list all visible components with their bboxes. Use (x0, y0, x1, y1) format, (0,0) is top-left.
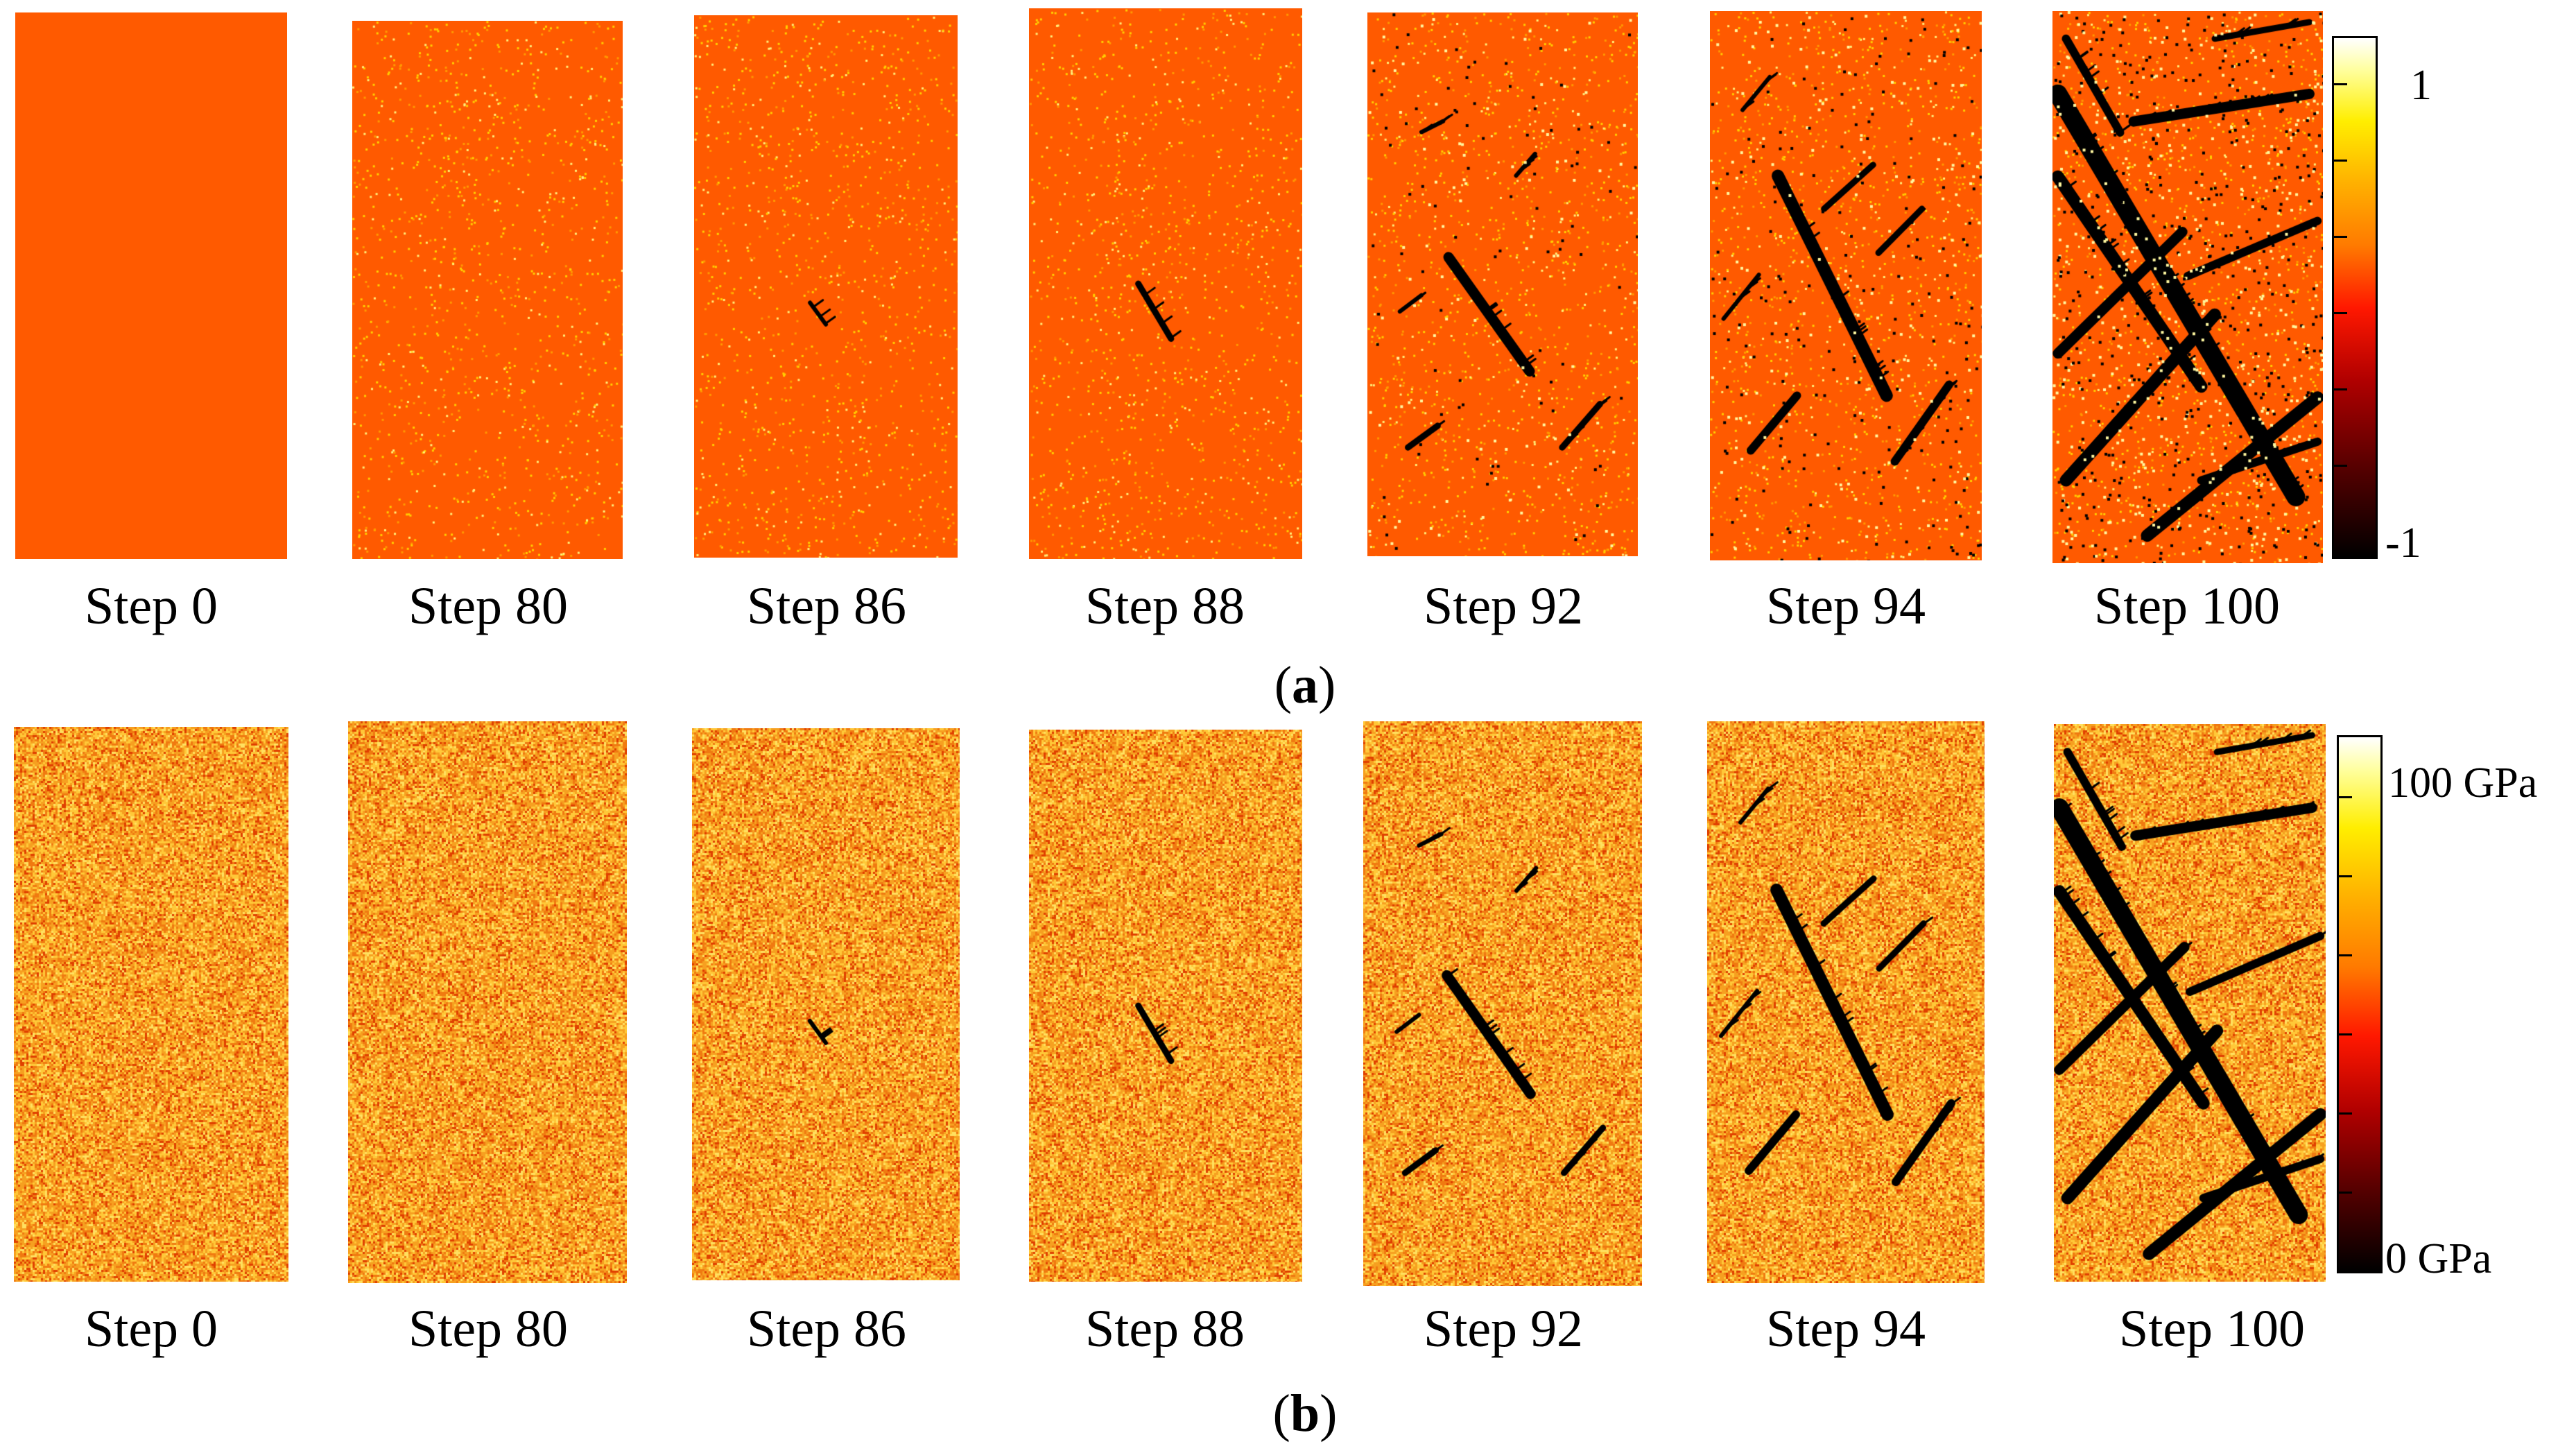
colorbar-b-min-label: 0 GPa (2385, 1235, 2492, 1282)
panel-a-step-92 (1367, 12, 1638, 556)
label-b-step-0: Step 0 (84, 1300, 218, 1358)
panel-a-step-0 (15, 12, 287, 559)
panel-a-step-88 (1029, 8, 1302, 559)
panel-a-step-80 (352, 21, 623, 559)
label-b-step-100: Step 100 (2118, 1300, 2306, 1358)
label-b-step-88: Step 88 (1084, 1300, 1245, 1358)
panel-a-step-100 (2052, 11, 2323, 563)
label-a-step-86: Step 86 (746, 577, 907, 635)
label-b-step-86: Step 86 (746, 1300, 907, 1358)
panel-b-step-86 (692, 728, 960, 1280)
panel-a-step-94 (1710, 11, 1982, 560)
label-a-step-0: Step 0 (84, 577, 218, 635)
label-a-step-80: Step 80 (408, 577, 569, 635)
panel-b-step-92 (1363, 721, 1642, 1286)
colorbar-b (2337, 735, 2383, 1273)
caption-b: (b) (1272, 1384, 1338, 1443)
label-b-step-94: Step 94 (1765, 1300, 1926, 1358)
colorbar-a (2332, 36, 2378, 559)
label-a-step-94: Step 94 (1765, 577, 1926, 635)
label-b-step-80: Step 80 (408, 1300, 569, 1358)
panel-b-step-0 (14, 727, 288, 1282)
panel-a-step-86 (694, 15, 958, 558)
label-a-step-88: Step 88 (1084, 577, 1245, 635)
label-a-step-92: Step 92 (1423, 577, 1584, 635)
colorbar-a-min-label: -1 (2385, 519, 2421, 567)
panel-b-step-88 (1029, 730, 1302, 1282)
panel-b-step-80 (348, 721, 627, 1283)
panel-b-step-100 (2054, 724, 2326, 1282)
label-a-step-100: Step 100 (2093, 577, 2281, 635)
panel-b-step-94 (1707, 721, 1985, 1283)
colorbar-a-max-label: 1 (2410, 62, 2432, 109)
label-b-step-92: Step 92 (1423, 1300, 1584, 1358)
colorbar-b-max-label: 100 GPa (2388, 759, 2538, 807)
caption-a: (a) (1274, 656, 1336, 714)
